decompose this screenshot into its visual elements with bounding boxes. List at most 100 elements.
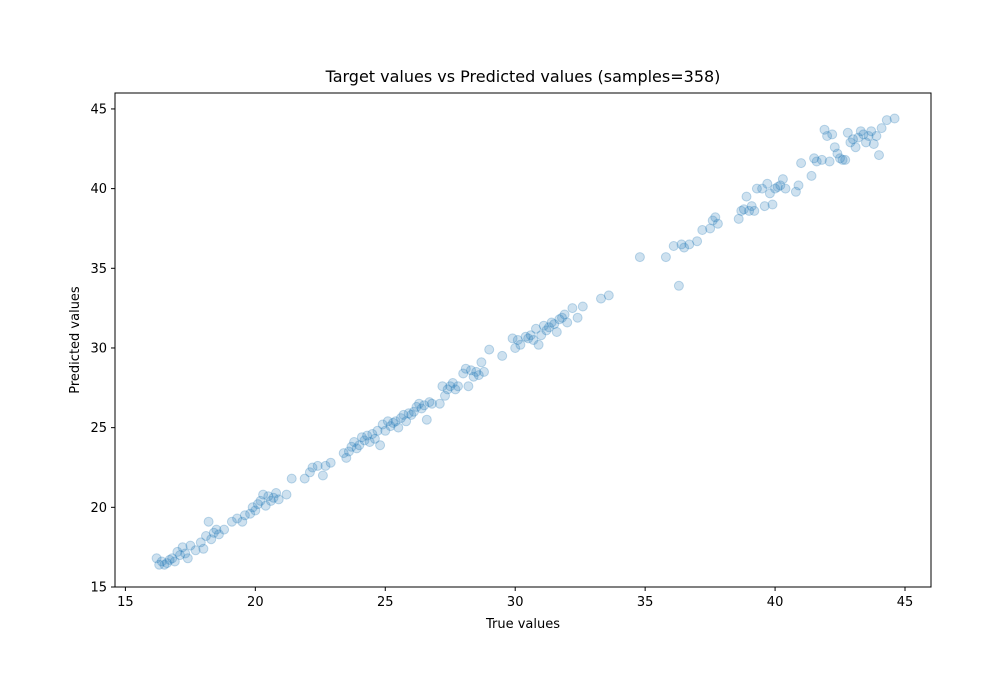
data-point <box>395 413 406 424</box>
data-point <box>419 400 430 411</box>
data-point <box>840 154 851 165</box>
data-point <box>260 500 271 511</box>
data-point <box>525 330 536 341</box>
data-point <box>744 205 755 216</box>
data-point <box>676 239 687 250</box>
data-point <box>858 129 869 140</box>
data-point <box>874 150 884 161</box>
data-point <box>226 516 237 527</box>
data-point <box>421 414 432 425</box>
data-point <box>286 473 297 484</box>
data-point <box>557 312 567 323</box>
data-point <box>531 323 541 334</box>
data-point <box>203 516 214 527</box>
data-point <box>411 401 422 412</box>
data-point <box>263 491 274 502</box>
ticks-layer: 15 20 25 30 35 40 45 15 20 25 30 35 40 45 <box>90 102 913 610</box>
data-point <box>385 421 396 432</box>
data-point <box>733 213 744 224</box>
data-point <box>156 556 167 567</box>
data-point <box>245 508 256 519</box>
data-point <box>736 205 747 216</box>
data-point <box>775 180 786 191</box>
data-point <box>460 363 471 374</box>
data-point <box>307 462 318 473</box>
data-point <box>551 327 562 337</box>
data-point <box>219 524 230 535</box>
data-point <box>793 180 804 191</box>
data-point <box>780 183 791 194</box>
data-point <box>364 437 375 447</box>
data-point <box>822 131 833 141</box>
data-point <box>312 460 323 471</box>
data-point <box>356 432 367 443</box>
data-point <box>749 205 760 216</box>
data-point <box>842 127 853 138</box>
data-point <box>388 417 399 428</box>
data-point <box>271 488 282 498</box>
data-point <box>232 513 243 524</box>
data-point <box>512 335 523 345</box>
data-point <box>712 218 723 229</box>
data-point <box>473 370 484 381</box>
data-point <box>398 409 409 420</box>
data-point <box>304 467 315 478</box>
data-point <box>172 546 183 557</box>
data-point <box>468 371 479 382</box>
y-tick-label: 35 <box>90 262 107 277</box>
data-point <box>239 510 250 521</box>
data-point <box>806 170 817 181</box>
data-point <box>453 381 463 392</box>
x-tick-label: 30 <box>507 595 524 610</box>
data-point <box>338 448 349 459</box>
data-point <box>167 553 178 564</box>
data-point <box>562 317 573 328</box>
data-point <box>536 330 547 341</box>
data-point <box>554 314 565 325</box>
data-point <box>252 499 263 510</box>
data-point <box>380 425 391 436</box>
data-point <box>247 502 258 513</box>
data-point <box>201 531 211 541</box>
data-point <box>154 559 165 570</box>
data-point <box>796 158 807 169</box>
data-point <box>777 174 788 185</box>
data-point <box>406 409 417 420</box>
data-point <box>346 441 357 452</box>
data-point <box>299 473 310 484</box>
data-point <box>738 204 749 215</box>
data-point <box>369 433 380 444</box>
data-point <box>770 183 781 194</box>
data-point <box>790 186 801 197</box>
data-point <box>169 556 180 567</box>
data-point <box>746 201 757 212</box>
data-point <box>523 333 534 344</box>
y-tick-label: 45 <box>90 102 107 117</box>
data-point <box>466 365 476 376</box>
data-point <box>162 558 172 569</box>
data-point <box>684 239 695 250</box>
data-point <box>476 357 487 368</box>
data-point <box>596 293 606 304</box>
data-point <box>414 398 425 409</box>
data-point <box>195 537 206 548</box>
data-point <box>757 183 768 194</box>
data-point <box>382 416 393 427</box>
data-point <box>497 350 508 361</box>
data-point <box>175 550 185 561</box>
data-point <box>577 301 588 312</box>
data-point <box>835 153 845 164</box>
data-point <box>343 446 354 457</box>
data-point <box>440 390 450 401</box>
data-point <box>863 131 874 141</box>
data-point <box>198 543 209 554</box>
data-point <box>603 290 614 301</box>
data-point <box>479 366 489 377</box>
y-tick-label: 30 <box>90 341 107 356</box>
x-tick-label: 20 <box>247 595 264 610</box>
data-point <box>463 381 474 392</box>
points-layer <box>151 113 900 570</box>
data-point <box>811 156 822 167</box>
data-point <box>151 553 162 564</box>
